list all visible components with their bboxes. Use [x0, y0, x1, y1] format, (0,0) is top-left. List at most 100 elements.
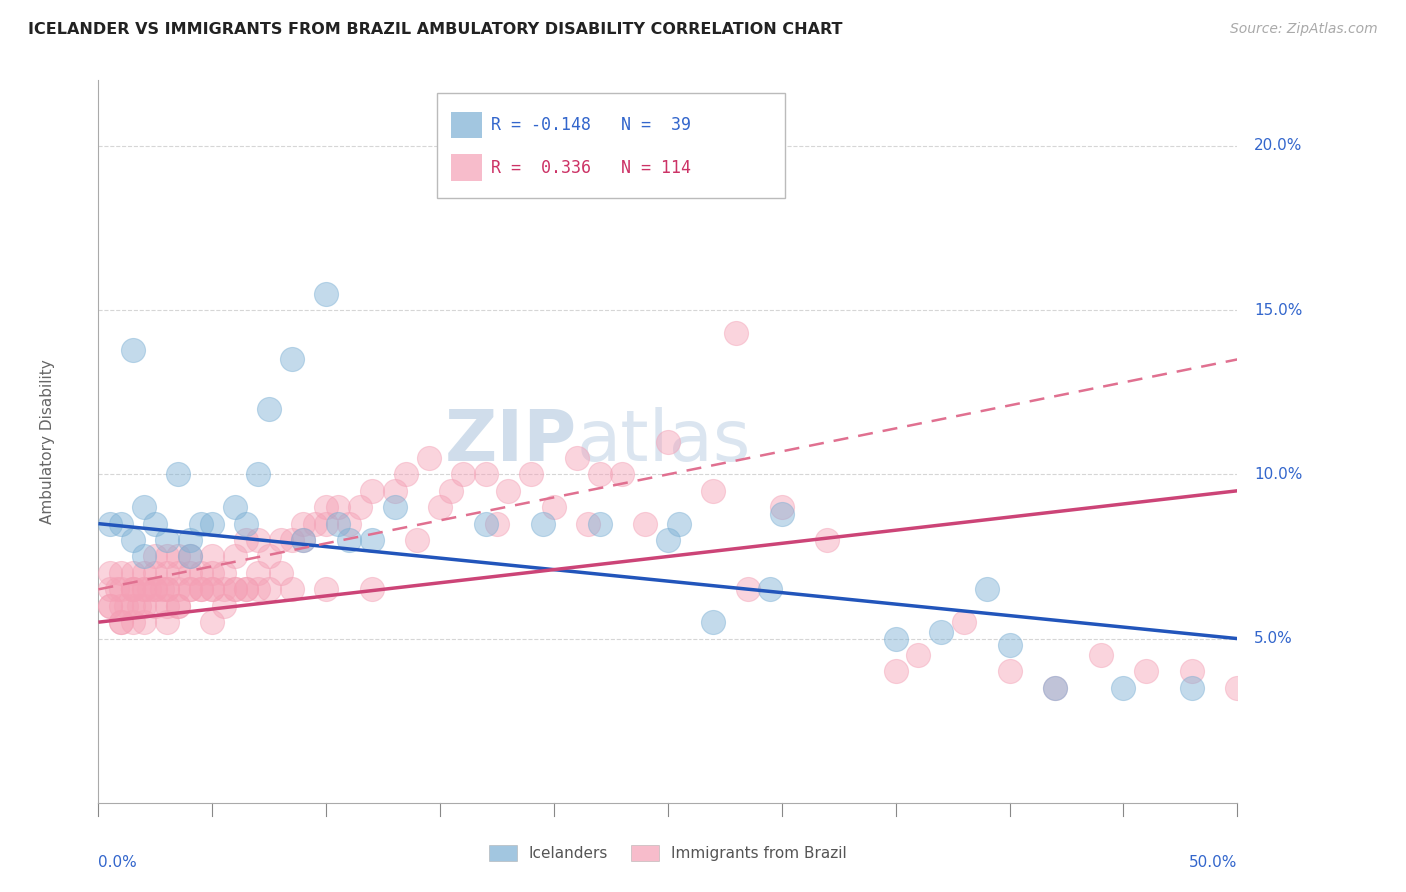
Point [121, 582, 143, 597]
Point [998, 665, 1021, 679]
Point [634, 516, 657, 531]
Point [725, 326, 748, 340]
Point [1090, 648, 1112, 662]
Point [156, 533, 179, 547]
Point [105, 582, 128, 597]
Point [224, 582, 246, 597]
Point [759, 582, 782, 597]
Point [190, 516, 212, 531]
Point [246, 467, 269, 482]
Point [201, 516, 224, 531]
Point [884, 665, 907, 679]
Point [907, 648, 929, 662]
Text: R =  0.336   N = 114: R = 0.336 N = 114 [491, 159, 690, 177]
Point [110, 615, 132, 630]
Point [156, 549, 179, 564]
Point [201, 615, 224, 630]
Point [976, 582, 998, 597]
Point [315, 500, 337, 515]
Point [429, 500, 451, 515]
Point [212, 566, 235, 580]
Point [235, 582, 257, 597]
Point [224, 500, 246, 515]
Point [132, 599, 155, 613]
Point [929, 625, 952, 640]
Text: 5.0%: 5.0% [1254, 632, 1294, 646]
Point [201, 566, 224, 580]
Point [138, 582, 160, 597]
Point [150, 582, 173, 597]
Point [121, 582, 143, 597]
Point [156, 582, 179, 597]
Point [1112, 681, 1135, 695]
Point [132, 549, 155, 564]
Text: 50.0%: 50.0% [1189, 855, 1237, 871]
Point [179, 533, 201, 547]
Text: 10.0%: 10.0% [1254, 467, 1303, 482]
Point [98, 582, 121, 597]
Text: R = -0.148   N =  39: R = -0.148 N = 39 [491, 116, 690, 134]
Point [884, 632, 907, 646]
Point [998, 638, 1021, 652]
Point [292, 533, 315, 547]
Point [451, 467, 474, 482]
Point [384, 483, 406, 498]
Point [110, 516, 132, 531]
Point [110, 615, 132, 630]
Point [612, 467, 634, 482]
Point [121, 582, 143, 597]
Point [1043, 681, 1066, 695]
Point [486, 516, 509, 531]
Point [520, 467, 543, 482]
Point [1135, 665, 1157, 679]
Point [145, 582, 167, 597]
Point [179, 582, 201, 597]
Point [498, 483, 520, 498]
Point [770, 500, 793, 515]
Point [121, 343, 143, 357]
Point [702, 615, 724, 630]
Point [1226, 681, 1249, 695]
Point [474, 516, 496, 531]
Point [360, 533, 382, 547]
Text: 20.0%: 20.0% [1254, 138, 1303, 153]
Point [337, 533, 360, 547]
Point [326, 500, 349, 515]
Point [270, 533, 292, 547]
Point [98, 566, 121, 580]
Point [121, 615, 143, 630]
Point [156, 599, 179, 613]
Point [145, 549, 167, 564]
Point [395, 467, 418, 482]
Point [360, 483, 382, 498]
Point [110, 599, 132, 613]
Point [474, 467, 496, 482]
Point [315, 582, 337, 597]
Point [145, 582, 167, 597]
Point [190, 582, 212, 597]
Point [98, 599, 121, 613]
Point [132, 566, 155, 580]
Point [1181, 665, 1204, 679]
Point [281, 582, 304, 597]
Point [292, 516, 315, 531]
Point [212, 582, 235, 597]
Point [246, 566, 269, 580]
Point [121, 599, 143, 613]
Point [201, 549, 224, 564]
Point [145, 516, 167, 531]
Point [179, 582, 201, 597]
Point [167, 467, 190, 482]
Point [281, 352, 304, 367]
Point [156, 582, 179, 597]
Point [543, 500, 565, 515]
Text: ICELANDER VS IMMIGRANTS FROM BRAZIL AMBULATORY DISABILITY CORRELATION CHART: ICELANDER VS IMMIGRANTS FROM BRAZIL AMBU… [28, 22, 842, 37]
Point [167, 566, 190, 580]
Point [121, 533, 143, 547]
Point [132, 615, 155, 630]
Point [292, 533, 315, 547]
Point [132, 500, 155, 515]
Point [224, 549, 246, 564]
Point [360, 582, 382, 597]
Point [190, 582, 212, 597]
